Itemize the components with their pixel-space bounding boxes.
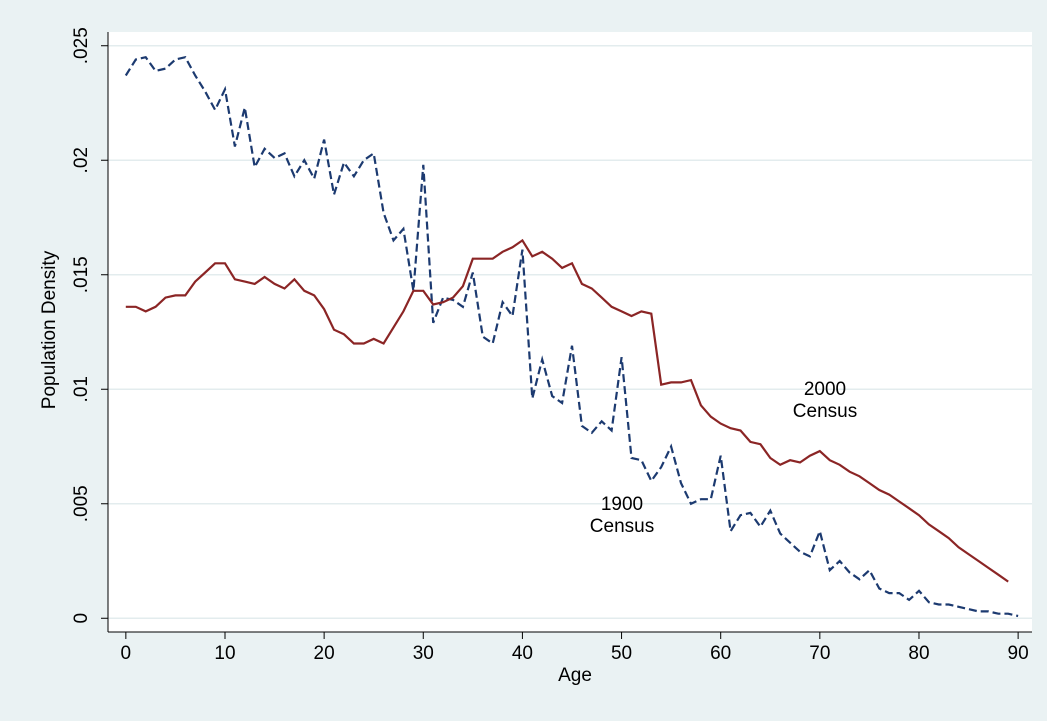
x-axis-label: Age — [558, 665, 592, 686]
x-tick-label: 0 — [121, 643, 132, 664]
x-tick-label: 80 — [908, 643, 929, 664]
annotation: 2000 — [804, 379, 846, 400]
annotation: 1900 — [601, 494, 643, 515]
x-tick-label: 90 — [1008, 643, 1029, 664]
y-axis-label: Population Density — [39, 250, 60, 409]
x-tick-label: 50 — [611, 643, 632, 664]
series-line — [124, 55, 1019, 618]
x-tick-label: 60 — [710, 643, 731, 664]
x-tick-label: 70 — [809, 643, 830, 664]
y-tick-label: .02 — [71, 147, 92, 173]
y-tick-label: .025 — [71, 27, 92, 64]
y-tick-label: .005 — [71, 485, 92, 522]
x-tick-label: 20 — [314, 643, 335, 664]
annotation: Census — [793, 401, 857, 422]
x-tick-label: 10 — [214, 643, 235, 664]
annotation: Census — [590, 516, 654, 537]
x-tick-label: 40 — [512, 643, 533, 664]
x-tick-label: 30 — [413, 643, 434, 664]
series-line — [125, 238, 1009, 583]
y-tick-label: .015 — [71, 256, 92, 293]
y-tick-label: 0 — [71, 613, 92, 624]
y-tick-label: .01 — [71, 376, 92, 402]
plot-area — [108, 32, 1032, 632]
